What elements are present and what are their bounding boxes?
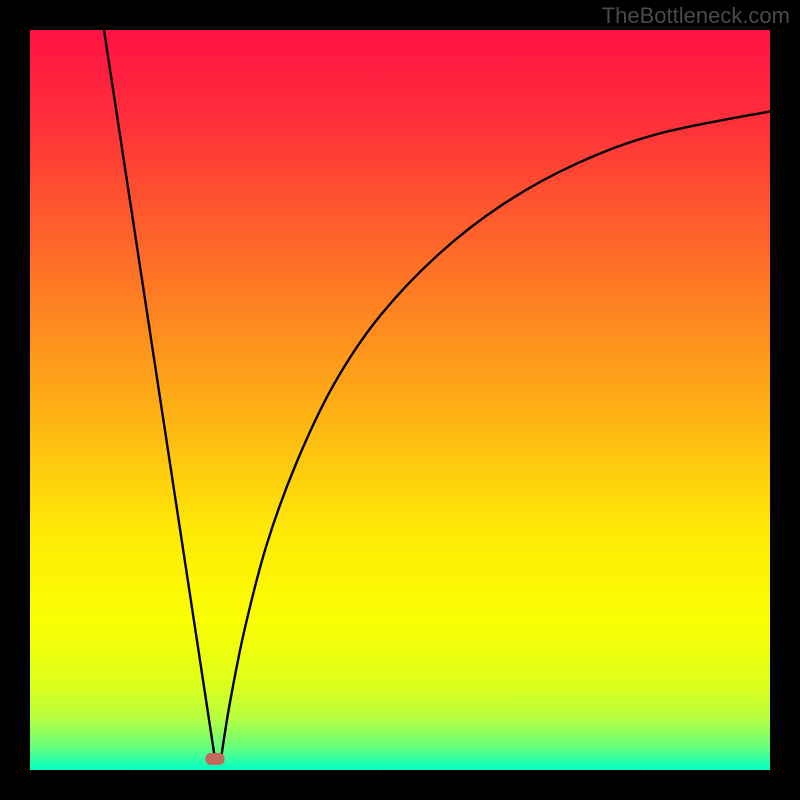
plot-background <box>30 30 770 770</box>
gradient-curve-chart <box>0 0 800 800</box>
minimum-marker <box>205 753 224 765</box>
chart-container: TheBottleneck.com <box>0 0 800 800</box>
